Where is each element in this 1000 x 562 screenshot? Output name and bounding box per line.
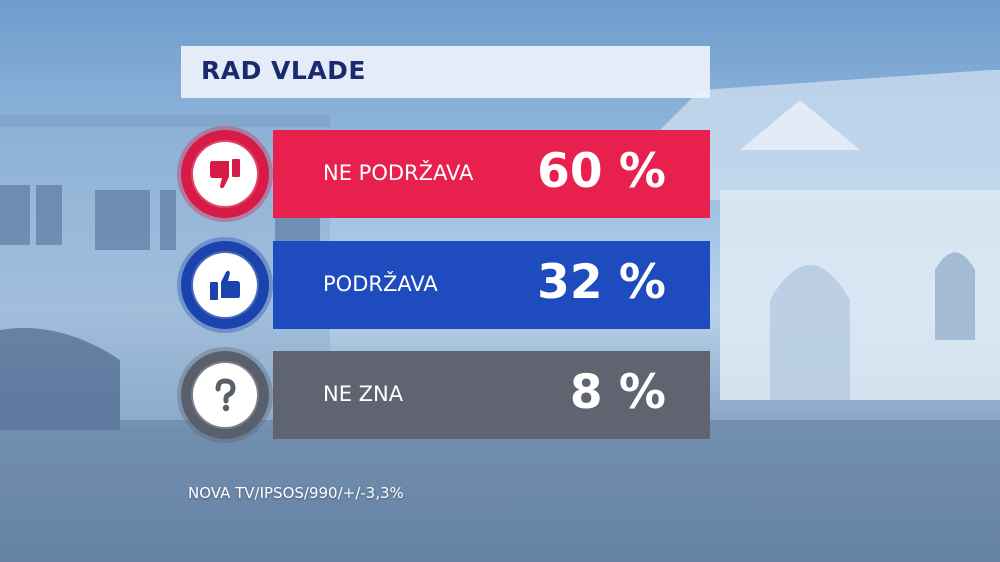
title-bar: RAD VLADE bbox=[181, 46, 710, 98]
thumbs-up-icon bbox=[210, 270, 240, 300]
result-row-podrzava: PODRŽAVA 32 % bbox=[181, 241, 710, 329]
value-label: 32 % bbox=[537, 255, 666, 310]
thumbs-down-icon bbox=[210, 159, 240, 189]
result-bar: NE PODRŽAVA 60 % bbox=[273, 130, 710, 218]
category-label: PODRŽAVA bbox=[323, 272, 438, 296]
result-bar: PODRŽAVA 32 % bbox=[273, 241, 710, 329]
chart-title: RAD VLADE bbox=[201, 56, 367, 85]
icon-badge bbox=[181, 130, 269, 218]
result-row-ne-zna: NE ZNA 8 % bbox=[181, 351, 710, 439]
category-label: NE ZNA bbox=[323, 382, 404, 406]
icon-badge bbox=[181, 351, 269, 439]
question-icon bbox=[215, 378, 236, 412]
source-note: NOVA TV/IPSOS/990/+/-3,3% bbox=[188, 484, 404, 502]
result-bar: NE ZNA 8 % bbox=[273, 351, 710, 439]
result-row-ne-podrzava: NE PODRŽAVA 60 % bbox=[181, 130, 710, 218]
value-label: 60 % bbox=[537, 144, 666, 199]
value-label: 8 % bbox=[569, 365, 666, 420]
icon-badge bbox=[181, 241, 269, 329]
category-label: NE PODRŽAVA bbox=[323, 161, 474, 185]
